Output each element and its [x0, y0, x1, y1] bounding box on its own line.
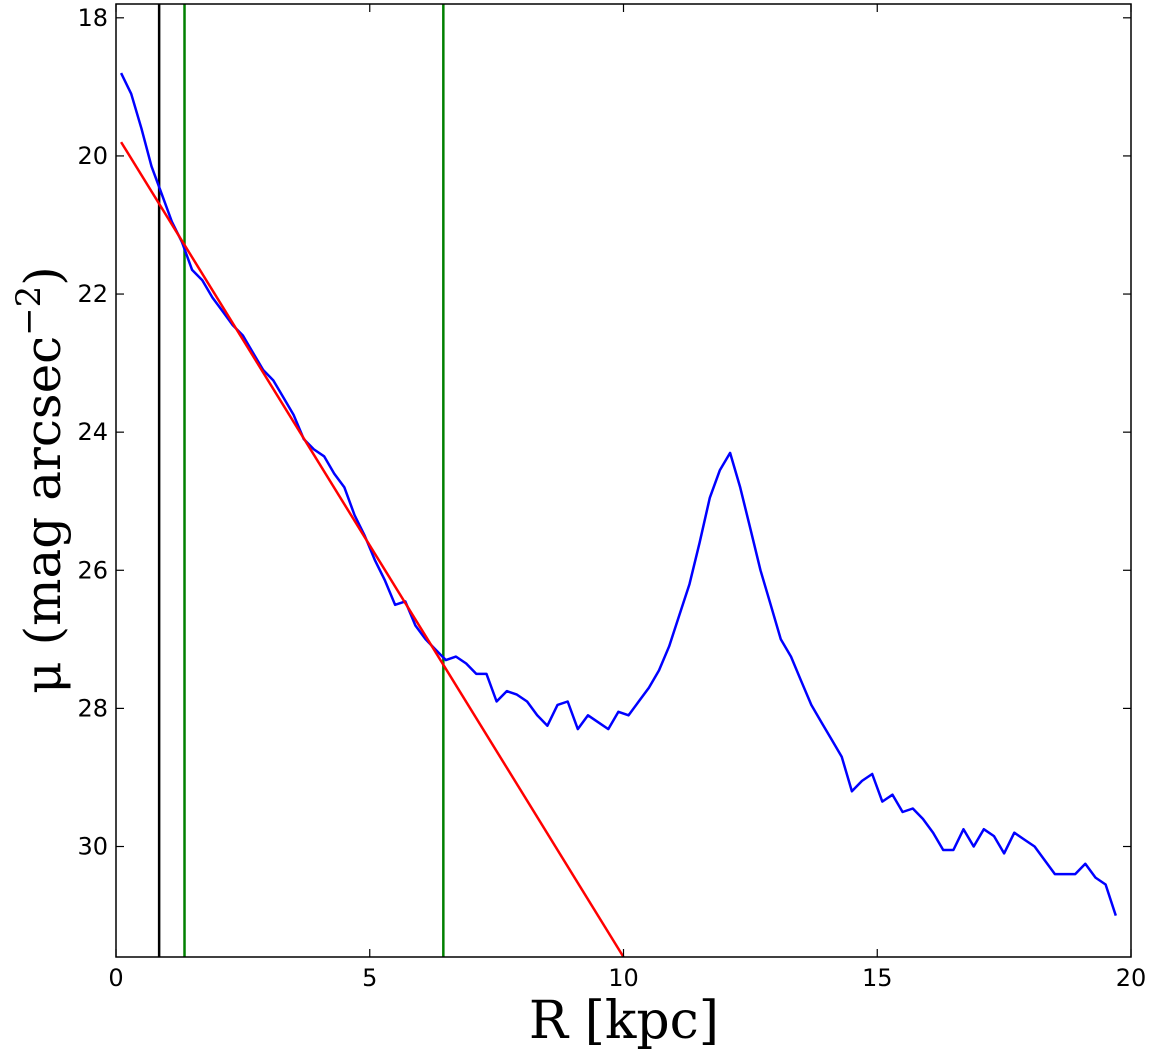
- y-tick-label: 20: [77, 142, 108, 170]
- vertical-lines: [157, 4, 445, 957]
- y-axis-label-main: μ (mag arcsec: [14, 336, 72, 694]
- series-line-0: [119, 72, 1117, 916]
- series-line-1: [120, 141, 625, 958]
- y-tick-label: 22: [77, 280, 108, 308]
- axis-ticks: 0 5 10 15 20 18 20 22 24 26 28 30: [77, 4, 1146, 992]
- x-tick-label: 15: [862, 964, 893, 992]
- y-tick-label: 18: [77, 4, 108, 32]
- y-tick-label: 28: [77, 694, 108, 722]
- y-axis-label-exponent: −2: [9, 286, 49, 336]
- x-tick-label: 5: [362, 964, 377, 992]
- y-tick-label: 30: [77, 833, 108, 861]
- y-tick-label: 26: [77, 556, 108, 584]
- x-tick-label: 10: [608, 964, 639, 992]
- y-axis-label-close: ): [14, 266, 72, 286]
- plot-background: [116, 4, 1131, 957]
- x-tick-label: 20: [1116, 964, 1147, 992]
- y-axis-label: μ (mag arcsec−2): [9, 266, 72, 694]
- x-tick-label: 0: [108, 964, 123, 992]
- series-layer: [119, 72, 1117, 958]
- x-axis-label: R [kpc]: [529, 991, 719, 1049]
- y-tick-label: 24: [77, 418, 108, 446]
